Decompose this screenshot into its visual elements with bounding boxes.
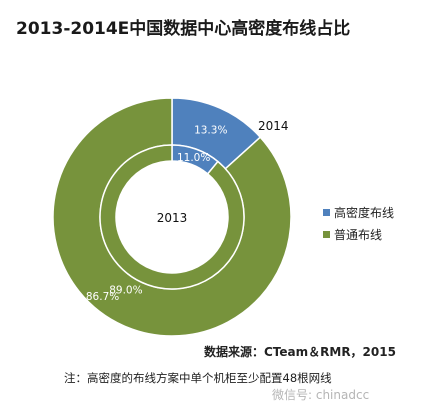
data-label-2013-1: 89.0% <box>109 285 142 297</box>
watermark-text: 微信号: chinadcc <box>272 388 370 402</box>
footnote: 注：高密度的布线方案中单个机柜至少配置48根网线 <box>64 371 332 385</box>
donut-segment-2013-1 <box>99 144 245 290</box>
legend-label-normal: 普通布线 <box>334 228 383 242</box>
series-label-2014: 2014 <box>258 119 289 133</box>
legend-swatch-normal <box>323 231 330 238</box>
legend-item-high-density: 高密度布线 <box>323 204 394 221</box>
legend-item-normal: 普通布线 <box>323 226 382 243</box>
legend-label-high-density: 高密度布线 <box>334 206 395 220</box>
series-label-2013: 2013 <box>157 211 188 225</box>
source-text: 数据来源：CTeam＆RMR，2015 <box>204 345 396 359</box>
legend-swatch-high-density <box>323 209 330 216</box>
data-label-2014-0: 13.3% <box>194 125 227 137</box>
donut-hole <box>116 161 228 273</box>
chart-title: 2013-2014E中国数据中心高密度布线占比 <box>16 19 351 39</box>
data-label-2014-1: 86.7% <box>86 291 119 303</box>
data-label-2013-0: 11.0% <box>177 152 210 164</box>
